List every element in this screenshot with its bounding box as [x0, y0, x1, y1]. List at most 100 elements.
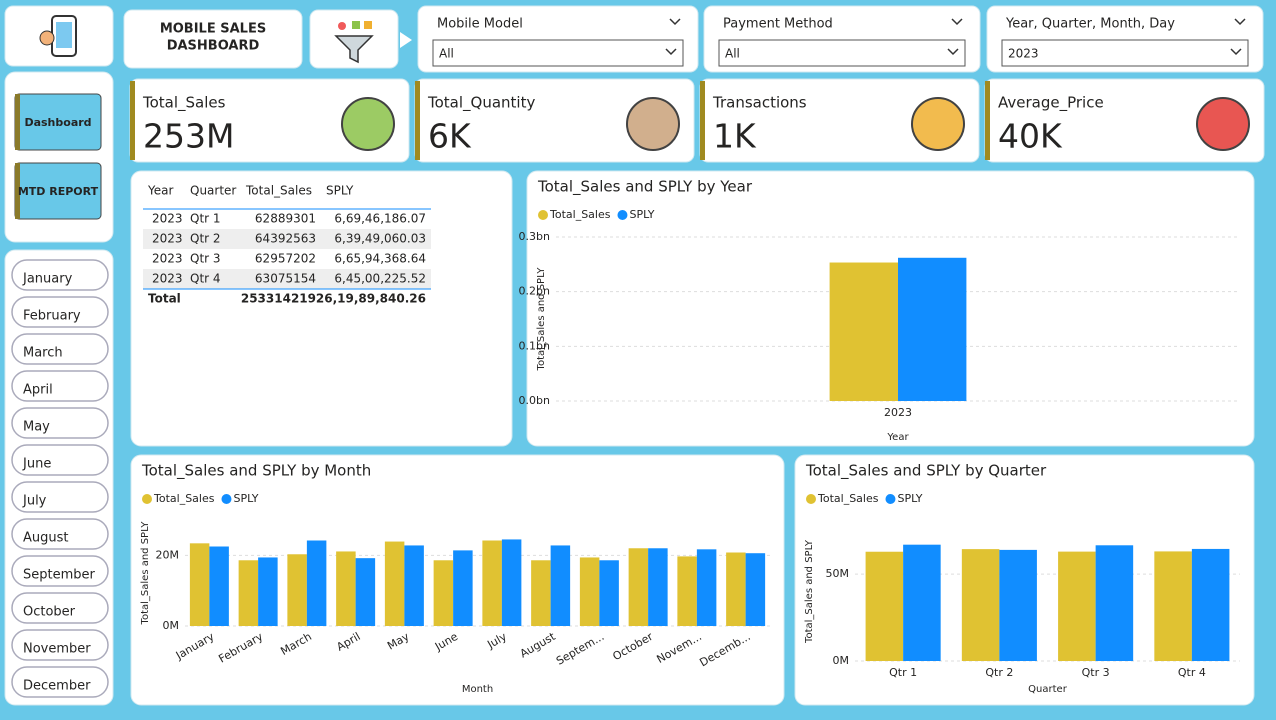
month-label: May	[23, 420, 50, 435]
dropdown-value: All	[439, 47, 454, 61]
month-button-bg	[11, 296, 109, 328]
bar	[433, 560, 454, 626]
x-tick-label: Qtr 1	[889, 666, 917, 679]
x-tick-label: Qtr 2	[985, 666, 1013, 679]
legend-label: SPLY	[629, 208, 654, 221]
y-tick-label: 0.1bn	[519, 339, 550, 352]
hand-icon	[39, 30, 55, 46]
table-cell: 64392563	[255, 232, 316, 246]
month-button-bg	[11, 407, 109, 439]
y-tick-label: 0.0bn	[519, 394, 550, 407]
month-button[interactable]: January	[11, 259, 109, 291]
phone-screen	[56, 22, 72, 48]
bar	[238, 560, 259, 626]
table-cell: 2023	[152, 232, 183, 246]
legend-label: SPLY	[897, 492, 922, 505]
nav-label: Dashboard	[24, 116, 91, 129]
month-button[interactable]: December	[11, 666, 109, 698]
bar	[453, 550, 473, 626]
x-tick-label: Qtr 4	[1178, 666, 1206, 679]
bar	[355, 558, 376, 626]
card-label: Transactions	[712, 94, 807, 112]
y-tick-label: 0M	[833, 654, 850, 667]
month-label: March	[23, 346, 63, 361]
row-bg	[143, 229, 431, 249]
card-value: 40K	[998, 117, 1063, 156]
chart-title: Total_Sales and SPLY by Month	[141, 462, 371, 481]
bar	[999, 549, 1037, 661]
table-header: SPLY	[326, 184, 354, 198]
month-button[interactable]: May	[11, 407, 109, 439]
month-button-bg	[11, 259, 109, 291]
chevron	[1230, 48, 1242, 56]
card-accent	[415, 81, 420, 160]
month-button[interactable]: July	[11, 481, 109, 513]
nav-accent	[15, 94, 20, 150]
legend-label: SPLY	[233, 492, 258, 505]
month-button-bg	[11, 444, 109, 476]
bar	[384, 541, 405, 626]
dropdown-value: All	[725, 47, 740, 61]
bar	[865, 551, 904, 661]
month-label: January	[22, 272, 73, 287]
month-button[interactable]: June	[11, 444, 109, 476]
y-tick-label: 0.2bn	[519, 285, 550, 298]
table-total: 26,19,89,840.26	[316, 292, 426, 306]
table-panel	[130, 170, 513, 447]
bar	[1095, 545, 1134, 661]
filter-label: Payment Method	[723, 17, 833, 32]
legend-label: Total_Sales	[817, 492, 879, 505]
card-value: 1K	[713, 117, 757, 156]
month-button[interactable]: March	[11, 333, 109, 365]
table-cell: 6,45,00,225.52	[334, 272, 426, 286]
month-button[interactable]: February	[11, 296, 109, 328]
card-label: Total_Sales	[142, 94, 226, 113]
nav-button[interactable]: Dashboard	[14, 93, 102, 151]
bar	[1191, 548, 1230, 661]
legend-dot	[617, 210, 628, 220]
filter-dropdown[interactable]: All	[432, 39, 684, 67]
bar	[258, 557, 278, 626]
title-box	[123, 9, 303, 69]
nav-button[interactable]: MTD REPORT	[14, 162, 102, 220]
month-button[interactable]: November	[11, 629, 109, 661]
month-button[interactable]: September	[11, 555, 109, 587]
table-cell: 6,39,49,060.03	[334, 232, 426, 246]
card-accent	[700, 81, 705, 160]
table-total: Total	[148, 292, 181, 306]
month-label: June	[22, 457, 51, 472]
bar	[189, 543, 210, 626]
card-accent	[985, 81, 990, 160]
month-button[interactable]: August	[11, 518, 109, 550]
card-label: Average_Price	[998, 94, 1104, 113]
month-button[interactable]: April	[11, 370, 109, 402]
filter-dropdown[interactable]: 2023	[1001, 39, 1249, 67]
y-tick-label: 0.3bn	[519, 230, 550, 243]
legend-dot	[806, 494, 816, 504]
table-cell: 6,69,46,186.07	[334, 212, 426, 226]
title-line: MOBILE SALES	[160, 22, 266, 37]
table-cell: 2023	[152, 272, 183, 286]
month-label: August	[23, 531, 69, 546]
bar	[829, 262, 898, 401]
bar	[404, 545, 424, 626]
card-icon	[626, 97, 680, 151]
bar	[1058, 551, 1096, 661]
table-cell: 62957202	[255, 252, 316, 266]
bar	[336, 551, 356, 626]
table-total: 253314219	[241, 292, 316, 306]
bar	[501, 539, 522, 626]
bar	[677, 556, 697, 626]
filter-dropdown[interactable]: All	[718, 39, 966, 67]
legend-dot	[885, 494, 896, 504]
bar	[898, 257, 967, 401]
bar	[628, 548, 649, 626]
funnel-shape	[352, 21, 360, 29]
table-cell: Qtr 4	[190, 272, 221, 286]
month-button[interactable]: October	[11, 592, 109, 624]
legend-label: Total_Sales	[549, 208, 611, 221]
table-cell: 2023	[152, 252, 183, 266]
card-value: 6K	[428, 117, 472, 156]
bar	[696, 549, 717, 626]
